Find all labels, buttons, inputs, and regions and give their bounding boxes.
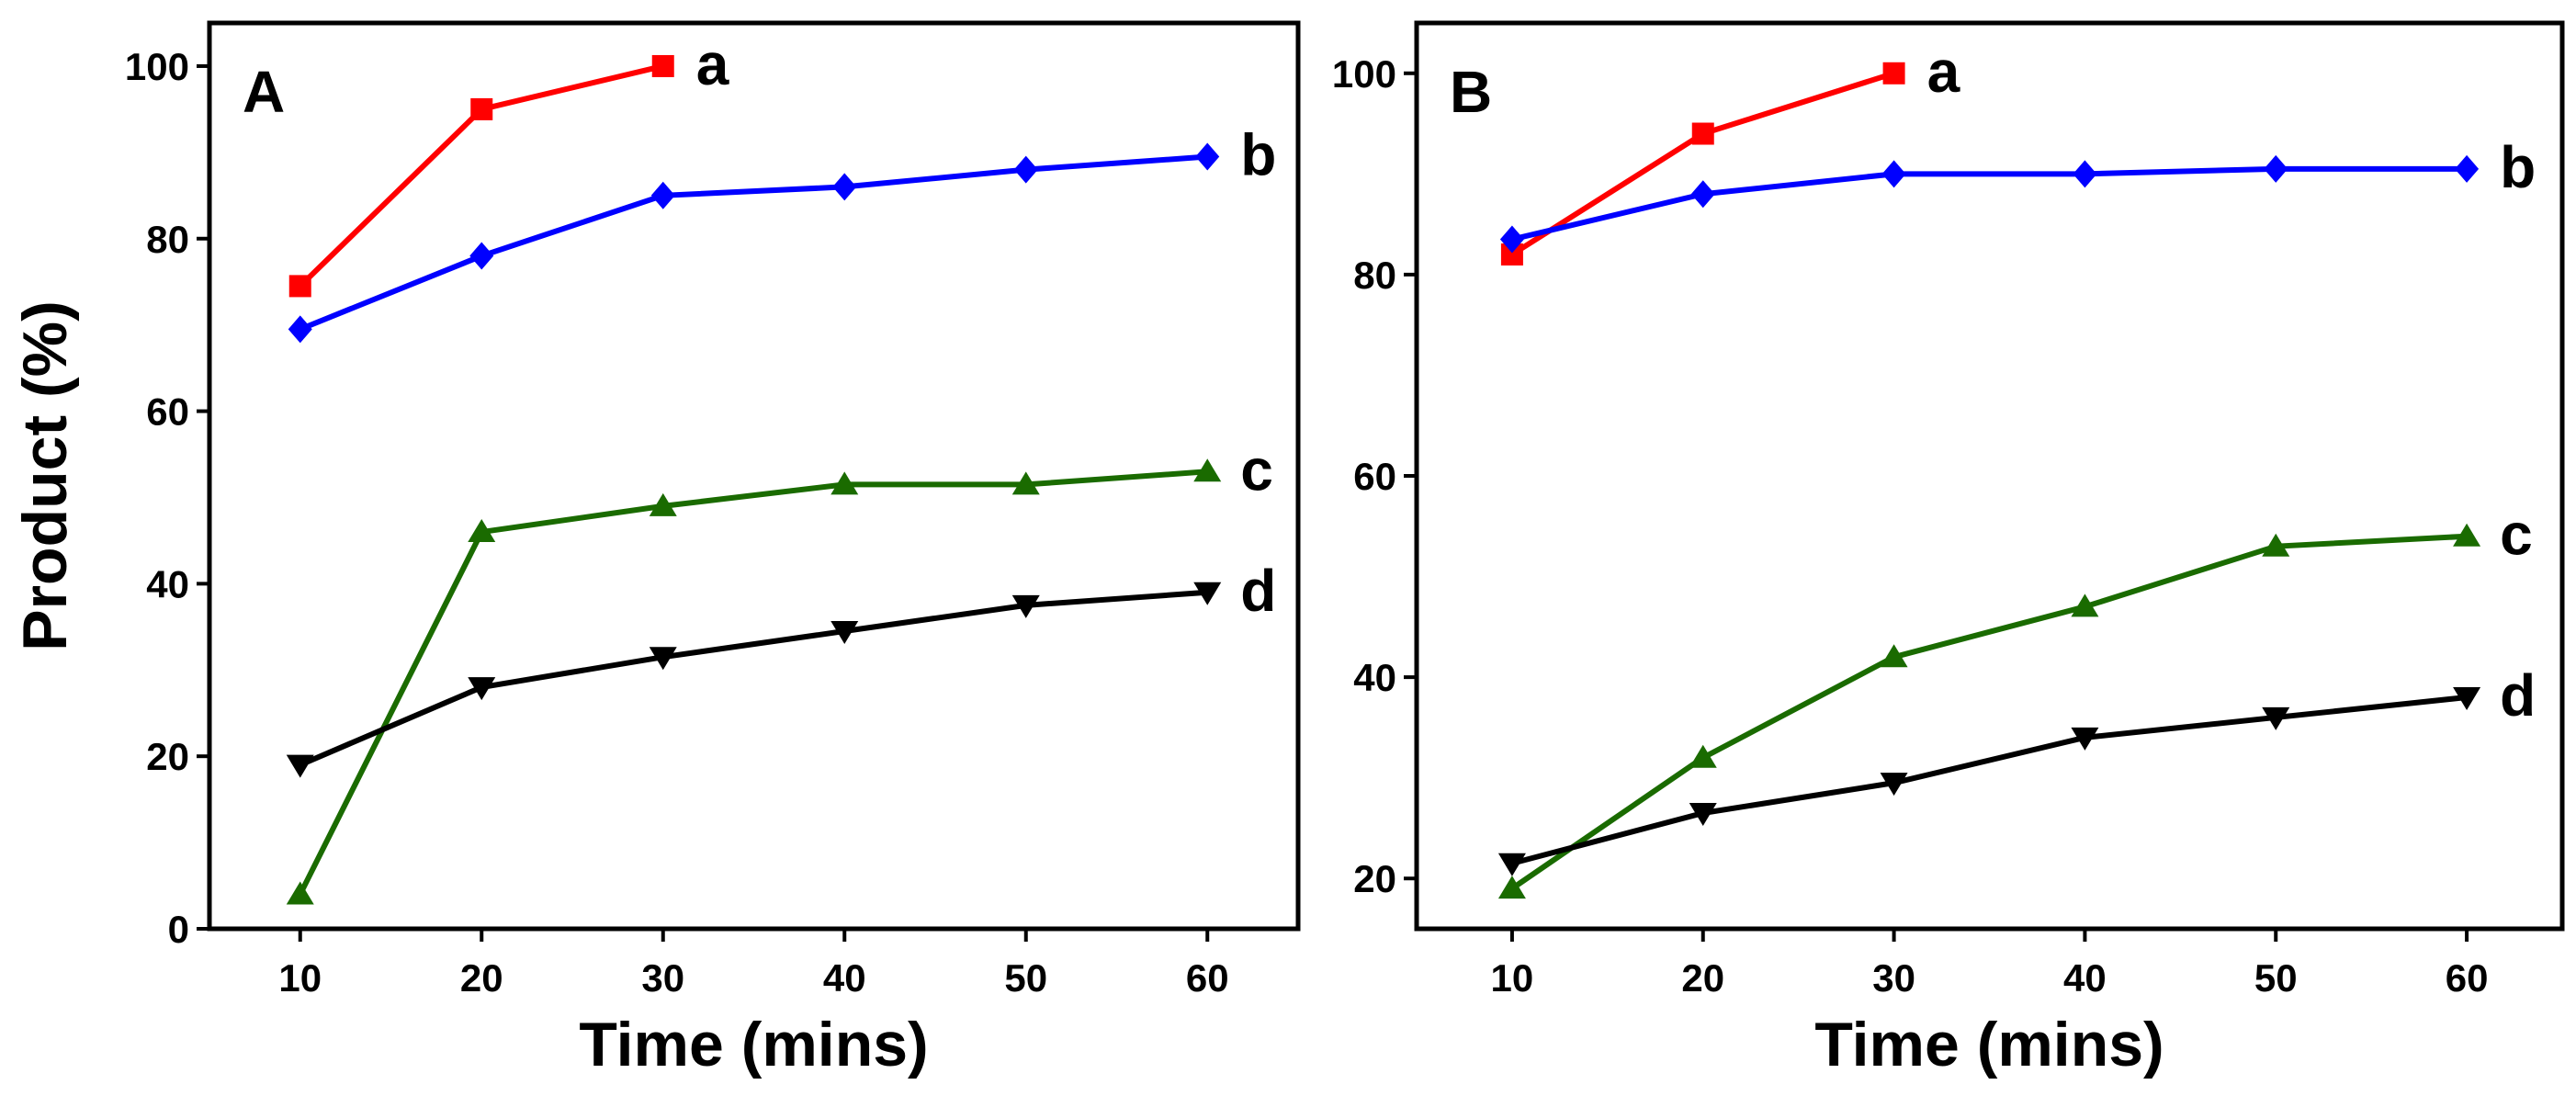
series-a-point [651, 54, 674, 77]
y-tick-label: 60 [146, 390, 189, 434]
series-d-point [1689, 803, 1717, 827]
x-tick-label: 50 [2254, 956, 2298, 1000]
series-d-point [2453, 687, 2481, 711]
series-b-point [1499, 225, 1524, 254]
series-c-point [1880, 644, 1908, 668]
series-d-point [649, 647, 677, 671]
series-c-line [1510, 533, 2468, 891]
x-tick-label: 40 [823, 956, 866, 1000]
series-c-point [2262, 533, 2290, 557]
y-tick-label: 60 [1353, 455, 1396, 498]
series-c-point [1497, 876, 1526, 899]
series-d-line [1511, 695, 2468, 866]
series-b-label: b [2500, 134, 2536, 200]
series-d-point [286, 754, 314, 778]
series-c-label: c [1240, 436, 1273, 503]
series-d-point [830, 621, 859, 645]
series-d-point [468, 677, 496, 701]
y-tick-label: 40 [1353, 656, 1396, 699]
y-tick-label: 20 [1353, 857, 1396, 900]
x-axis-title: Time (mins) [1814, 1010, 2164, 1079]
x-tick-label: 60 [1186, 956, 1229, 1000]
y-axis-title: Product (%) [10, 300, 80, 651]
y-tick-label: 100 [1332, 52, 1396, 96]
x-tick-label: 10 [278, 956, 322, 1000]
series-b-point [1195, 142, 1220, 171]
series-b-point [469, 242, 494, 270]
y-tick-label: 20 [146, 735, 189, 778]
plot-frame [207, 20, 1301, 932]
x-tick-label: 10 [1491, 956, 1534, 1000]
series-d-point [2262, 706, 2290, 730]
series-d-point [1880, 773, 1908, 797]
x-tick-label: 60 [2446, 956, 2489, 1000]
series-d-label: d [2500, 662, 2536, 729]
series-c-point [2071, 593, 2099, 617]
panel-label: A [243, 59, 285, 125]
series-c-point [1011, 471, 1040, 495]
series-a-point [288, 275, 311, 298]
panel-a: 10 20 30 40 50 60 0 20 40 60 80 100 Time (mins) Produ… [10, 20, 1301, 1079]
series-a-label: a [696, 31, 729, 97]
series-c-point [1689, 744, 1717, 768]
series-d-point [1193, 582, 1222, 605]
series-a-point [470, 97, 493, 120]
series-c-point [286, 881, 314, 905]
series-a-point [1882, 62, 1905, 85]
x-tick-label: 20 [1681, 956, 1724, 1000]
series-b-point [832, 173, 857, 201]
panel-label: B [1450, 59, 1492, 125]
series-c-line [298, 469, 1208, 896]
x-tick-label: 40 [2063, 956, 2107, 1000]
x-tick-label: 30 [1872, 956, 1915, 1000]
series-b-point [1690, 180, 1715, 209]
series-b-point [2073, 160, 2097, 188]
y-tick-label: 40 [146, 562, 189, 605]
series-c-point [649, 492, 677, 516]
series-b-point [1013, 155, 1038, 184]
series-d-point [1011, 594, 1040, 618]
series-d-line [299, 589, 1208, 768]
series-c-point [830, 471, 859, 495]
series-d-label: d [1240, 558, 1276, 624]
series-d-point [1497, 853, 1526, 876]
x-axis-title: Time (mins) [579, 1010, 928, 1079]
x-tick-label: 50 [1004, 956, 1047, 1000]
series-b-label: b [1240, 122, 1276, 188]
series-a-label: a [1927, 39, 1960, 105]
series-b-line [299, 153, 1208, 333]
series-c-point [468, 519, 496, 543]
series-b-point [2455, 154, 2480, 183]
y-tick-label: 80 [146, 218, 189, 261]
series-c-label: c [2500, 502, 2533, 568]
y-tick-label: 0 [168, 908, 189, 951]
series-b-point [288, 315, 312, 344]
series-a-point [1691, 122, 1714, 145]
y-tick-label: 100 [125, 45, 189, 88]
plot-frame [1414, 20, 2565, 932]
series-b-point [2264, 154, 2288, 183]
panel-b: 10 20 30 40 50 60 20 40 60 80 100 Time (mins) B a b c d [1332, 20, 2565, 1079]
y-tick-label: 80 [1353, 254, 1396, 297]
x-tick-label: 20 [460, 956, 503, 1000]
series-c-point [2453, 523, 2481, 547]
series-b-line [1511, 165, 2468, 243]
series-d-point [2071, 727, 2099, 751]
series-b-point [650, 181, 675, 209]
series-b-point [1881, 160, 1906, 188]
series-c-point [1193, 458, 1222, 482]
x-tick-label: 30 [641, 956, 684, 1000]
